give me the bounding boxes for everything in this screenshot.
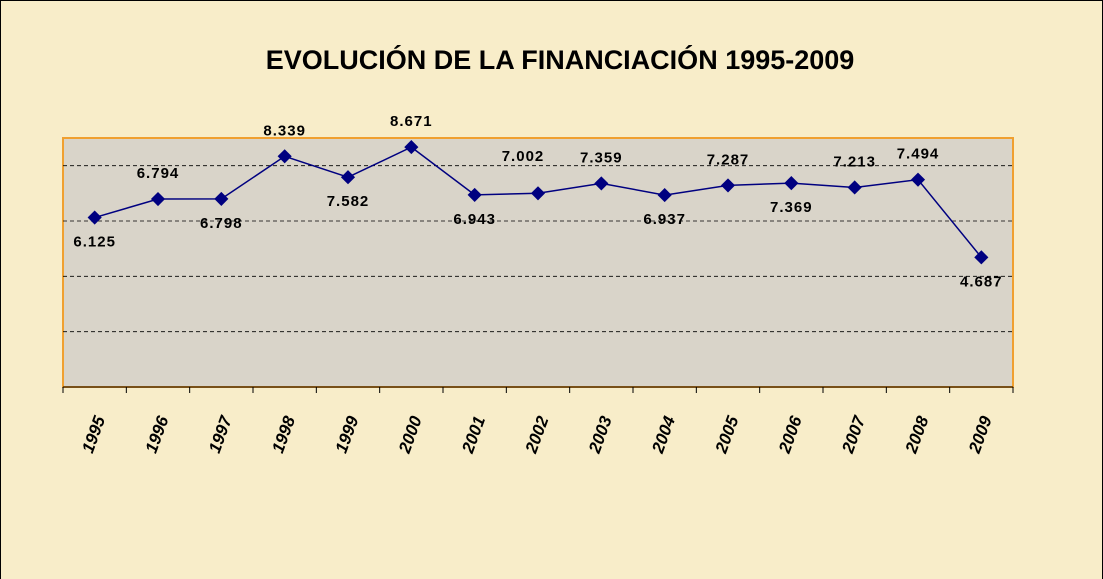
- data-label: 6.937: [643, 211, 686, 228]
- data-label: 8.339: [263, 122, 306, 139]
- marker: [657, 188, 672, 203]
- marker: [974, 250, 989, 265]
- data-label: 8.671: [390, 113, 433, 130]
- marker: [910, 172, 926, 187]
- marker: [214, 191, 229, 206]
- data-label: 4.687: [960, 273, 1003, 290]
- marker: [530, 186, 546, 201]
- marker: [594, 176, 609, 191]
- marker: [720, 178, 736, 193]
- data-label: 7.002: [502, 148, 545, 165]
- data-label: 6.125: [73, 234, 116, 251]
- marker: [847, 180, 862, 195]
- marker: [150, 191, 166, 207]
- data-label: 6.943: [453, 211, 496, 228]
- plot-area: [62, 137, 1014, 388]
- marker: [340, 170, 356, 185]
- data-label: 7.582: [327, 193, 370, 210]
- data-label: 7.494: [897, 146, 940, 163]
- marker: [784, 176, 799, 191]
- data-label: 6.794: [137, 165, 180, 182]
- data-label: 7.213: [833, 153, 876, 170]
- marker: [467, 187, 482, 202]
- data-label: 7.287: [707, 151, 750, 168]
- marker: [404, 140, 419, 155]
- marker: [277, 149, 292, 164]
- data-label: 7.369: [770, 199, 813, 216]
- data-label: 7.359: [580, 149, 623, 166]
- data-label: 6.798: [200, 215, 243, 232]
- chart-title: EVOLUCIÓN DE LA FINANCIACIÓN 1995-2009: [266, 44, 855, 75]
